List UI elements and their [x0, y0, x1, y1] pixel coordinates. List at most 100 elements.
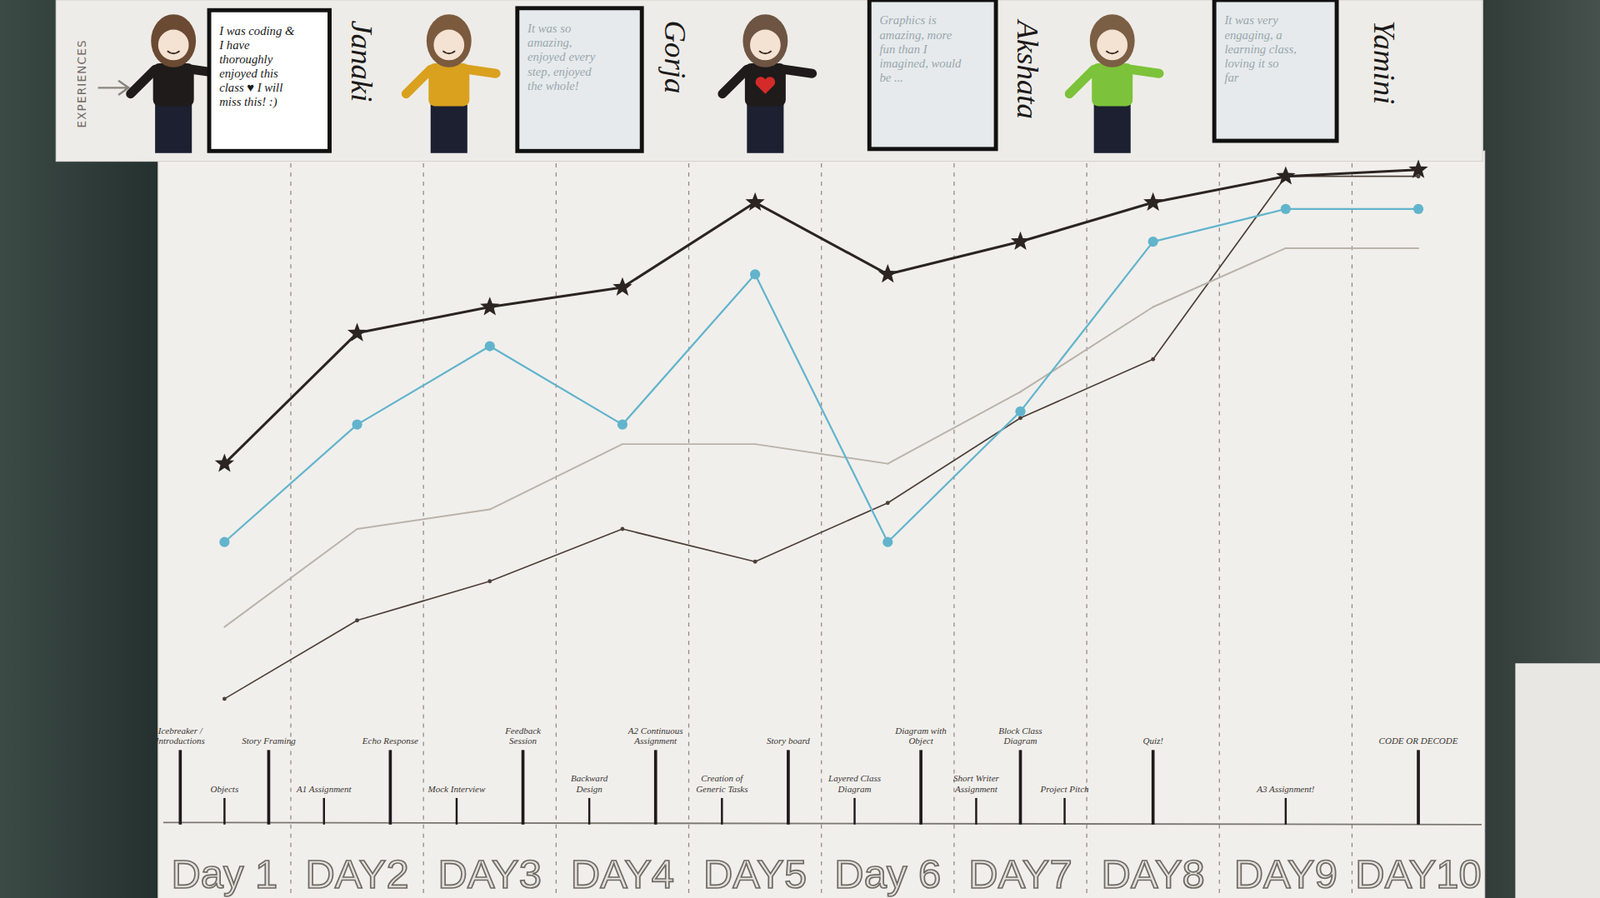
- legs: [1094, 102, 1131, 154]
- plot-area: [215, 160, 1429, 702]
- point: [1285, 247, 1287, 250]
- hair: [426, 14, 472, 68]
- event-label: Block ClassDiagram: [998, 725, 1042, 746]
- arms: [130, 69, 221, 94]
- column-divider: [290, 163, 291, 898]
- series-name: Akshata: [1010, 17, 1045, 119]
- experience-line: engaging, a: [1224, 28, 1282, 42]
- experience-line: learning class,: [1224, 42, 1296, 56]
- experience-text: Graphics isamazing, morefun than Iimagin…: [880, 13, 963, 85]
- category-label: DAY10: [1355, 851, 1481, 897]
- point: [886, 463, 889, 465]
- event-label: Mock Interview: [427, 784, 486, 795]
- circle-marker: [750, 269, 760, 280]
- arms: [722, 69, 813, 94]
- event-tick: [223, 798, 225, 825]
- event-line: Short Writer: [953, 773, 1000, 784]
- event-tick: [919, 750, 923, 825]
- event-tick: [521, 750, 525, 825]
- event-line: Project Pitch: [1040, 784, 1090, 795]
- event-tick: [1285, 798, 1287, 825]
- head: [1096, 30, 1128, 61]
- star-marker: [878, 264, 898, 283]
- event-tick: [853, 798, 855, 825]
- event-line: CODE OR DECODE: [1379, 735, 1459, 746]
- event-label: A2 ContinuousAssignment: [627, 725, 684, 746]
- experience-line: step, enjoyed: [527, 65, 592, 79]
- event-line: Assignment: [633, 735, 678, 746]
- event-label: BackwardDesign: [570, 773, 609, 794]
- event-tick: [323, 798, 325, 825]
- circle-marker: [1280, 204, 1291, 215]
- point: [754, 443, 756, 445]
- experience-line: It was so: [526, 21, 571, 35]
- event-tick: [1019, 750, 1023, 825]
- event-line: Diagram: [837, 784, 872, 795]
- event-line: A3 Assignment!: [1255, 784, 1315, 795]
- column-divider: [820, 163, 822, 898]
- character: [405, 14, 496, 154]
- event-line: A2 Continuous: [627, 725, 684, 736]
- experience-line: thoroughly: [219, 52, 273, 66]
- circle-marker: [1015, 406, 1025, 417]
- category-label: Day 1: [170, 851, 278, 897]
- event-tick: [654, 750, 658, 825]
- experience-line: amazing,: [527, 35, 572, 50]
- category-label: Day 6: [834, 851, 941, 897]
- star-marker: [1275, 165, 1295, 185]
- point: [621, 443, 624, 445]
- event-label: CODE OR DECODE: [1379, 735, 1459, 746]
- event-label: Story Framing: [241, 735, 296, 746]
- smile: [167, 50, 180, 54]
- star-marker: [1010, 231, 1030, 250]
- legs: [155, 102, 192, 154]
- series-name: Yamini: [1367, 20, 1402, 105]
- experience-box: [1214, 0, 1337, 141]
- star-marker: [745, 192, 765, 211]
- smile: [442, 50, 455, 54]
- event-line: Diagram with: [894, 725, 947, 736]
- point: [1417, 247, 1420, 250]
- dot-marker: [885, 500, 890, 505]
- event-tick: [455, 798, 458, 825]
- experience-line: I have: [218, 38, 250, 52]
- hair: [150, 14, 196, 68]
- dot-marker: [620, 527, 625, 532]
- arrow: [98, 80, 130, 95]
- series-name: Janaki: [345, 20, 380, 103]
- event-label: A3 Assignment!: [1255, 784, 1315, 795]
- event-label: Short WriterAssignment: [953, 773, 1000, 794]
- experience-line: miss this! :): [219, 95, 277, 110]
- column-divider: [1219, 163, 1220, 898]
- experience-box: [517, 8, 642, 152]
- dot-marker: [355, 618, 360, 623]
- experience-line: be ...: [880, 70, 905, 85]
- dot-marker: [753, 560, 758, 565]
- point: [223, 626, 225, 629]
- sticky-note: [1515, 663, 1600, 898]
- star-marker: [1143, 192, 1163, 211]
- event-line: Creation of: [700, 773, 745, 784]
- star-marker: [215, 453, 235, 472]
- event-line: Echo Response: [361, 735, 419, 746]
- event-tick: [588, 798, 590, 825]
- star-marker: [1408, 160, 1428, 179]
- character: [722, 14, 813, 154]
- arms: [405, 69, 496, 94]
- experience-line: fun than I: [880, 42, 929, 56]
- smile: [1105, 50, 1119, 54]
- experience-line: enjoyed this: [219, 66, 279, 80]
- event-line: Introductions: [155, 735, 205, 746]
- chart-paper: [158, 150, 1485, 898]
- event-tick: [975, 798, 977, 825]
- star-marker: [612, 277, 632, 296]
- event-label: Quiz!: [1142, 735, 1164, 746]
- experience-line: I was coding &: [218, 24, 295, 38]
- event-label: Project Pitch: [1040, 784, 1090, 795]
- event-label: Story board: [766, 735, 810, 746]
- legs: [430, 102, 468, 154]
- legs: [746, 102, 784, 154]
- event-line: Story board: [766, 735, 810, 746]
- circle-marker: [882, 537, 893, 548]
- event-line: Block Class: [998, 725, 1042, 736]
